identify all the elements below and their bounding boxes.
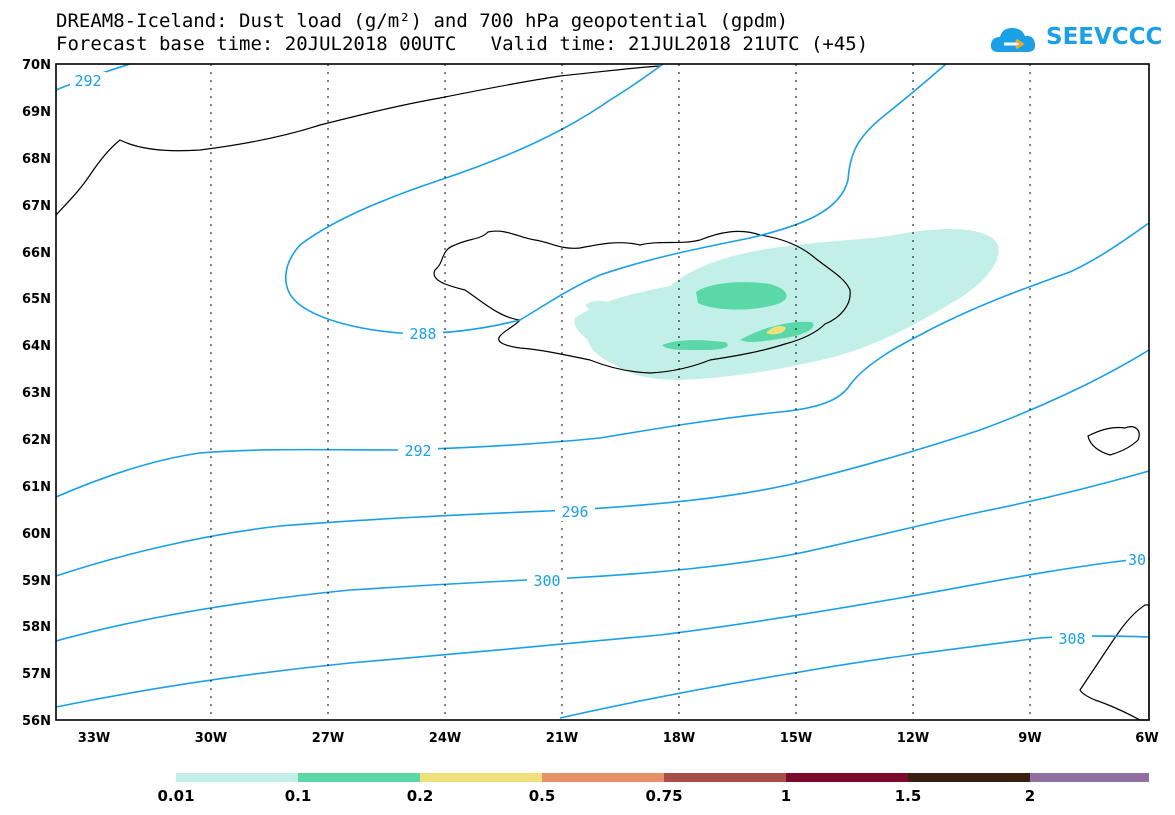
colorbar-label: 0.2 <box>406 787 434 805</box>
greenland-coastline <box>55 65 661 216</box>
colorbar-swatch <box>1030 773 1149 782</box>
dust-load-layer <box>574 229 999 380</box>
colorbar-swatch <box>420 773 542 782</box>
lat-label: 58N <box>22 620 51 635</box>
lat-label: 69N <box>22 105 51 120</box>
lat-axis: 70N 69N 68N 67N 66N 65N 64N 63N 62N 61N … <box>22 58 51 729</box>
colorbar-label: 1.5 <box>894 787 922 805</box>
lat-label: 61N <box>22 480 51 495</box>
colorbar-swatch <box>664 773 786 782</box>
lat-label: 59N <box>22 574 51 589</box>
colorbar-label: 2 <box>1024 787 1036 805</box>
dust-area-low-west <box>585 300 615 313</box>
coastlines <box>55 65 1150 721</box>
lat-label: 63N <box>22 386 51 401</box>
gridlines <box>210 64 1031 720</box>
contour-label: 300 <box>533 572 560 590</box>
contour-304 <box>55 558 1150 708</box>
lat-label: 57N <box>22 667 51 682</box>
contour-292 <box>55 222 1150 498</box>
contour-label: 30 <box>1128 551 1146 569</box>
faroe-coastline <box>1087 426 1140 456</box>
lat-label: 56N <box>22 714 51 729</box>
map-frame-bg <box>56 64 1149 720</box>
contour-label: 308 <box>1058 630 1085 648</box>
lat-label: 62N <box>22 433 51 448</box>
colorbar-label: 0.75 <box>645 787 683 805</box>
contour-296 <box>55 349 1150 577</box>
lon-label: 30W <box>195 731 227 746</box>
colorbar-label: 0.01 <box>157 787 195 805</box>
contour-label: 292 <box>404 442 431 460</box>
lon-label: 24W <box>429 731 461 746</box>
map-title-line2: Forecast base time: 20JUL2018 00UTC Vali… <box>56 33 869 55</box>
colorbar-swatch <box>908 773 1030 782</box>
lon-label: 33W <box>78 731 110 746</box>
colorbar-swatch <box>542 773 664 782</box>
colorbar-label: 0.5 <box>528 787 556 805</box>
dust-area-mid-north <box>696 282 787 310</box>
lat-label: 68N <box>22 152 51 167</box>
lat-label: 60N <box>22 527 51 542</box>
colorbar-label: 0.1 <box>284 787 312 805</box>
lat-label: 67N <box>22 199 51 214</box>
lon-axis: 33W 30W 27W 24W 21W 18W 15W 12W 9W 6W <box>78 731 1159 746</box>
lon-label: 27W <box>312 731 344 746</box>
contour-300 <box>55 470 1150 642</box>
colorbar-swatch <box>786 773 908 782</box>
lon-label: 15W <box>780 731 812 746</box>
lon-label: 12W <box>897 731 929 746</box>
contour-288 <box>285 63 664 335</box>
contour-label: 296 <box>561 503 588 521</box>
dust-area-high <box>766 325 786 335</box>
contour-label: 292 <box>74 72 101 90</box>
colorbar-swatch <box>298 773 420 782</box>
iceland-coastline <box>433 230 851 374</box>
map-title-line1: DREAM8-Iceland: Dust load (g/m²) and 700… <box>56 10 789 32</box>
lat-label: 64N <box>22 339 51 354</box>
lon-label: 21W <box>546 731 578 746</box>
lat-label: 66N <box>22 246 51 261</box>
lon-label: 6W <box>1135 731 1158 746</box>
lon-label: 9W <box>1018 731 1041 746</box>
contour-labels: 292 288 292 296 300 30 308 <box>70 72 1148 648</box>
contour-288-east <box>519 63 947 321</box>
contour-label: 288 <box>409 325 436 343</box>
logo-text: SEEVCCC <box>1046 24 1163 50</box>
cloud-logo-icon <box>990 28 1036 52</box>
colorbar-swatch <box>176 773 298 782</box>
colorbar <box>176 773 1149 782</box>
dust-area-mid-south <box>662 340 728 351</box>
lat-label: 70N <box>22 58 51 73</box>
colorbar-label: 1 <box>780 787 792 805</box>
geopotential-contours <box>55 63 1150 719</box>
map-border <box>55 63 1150 721</box>
lat-label: 65N <box>22 292 51 307</box>
lon-label: 18W <box>663 731 695 746</box>
